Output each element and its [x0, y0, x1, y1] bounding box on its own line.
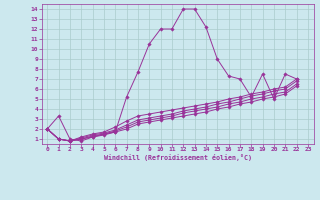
- X-axis label: Windchill (Refroidissement éolien,°C): Windchill (Refroidissement éolien,°C): [104, 154, 252, 161]
